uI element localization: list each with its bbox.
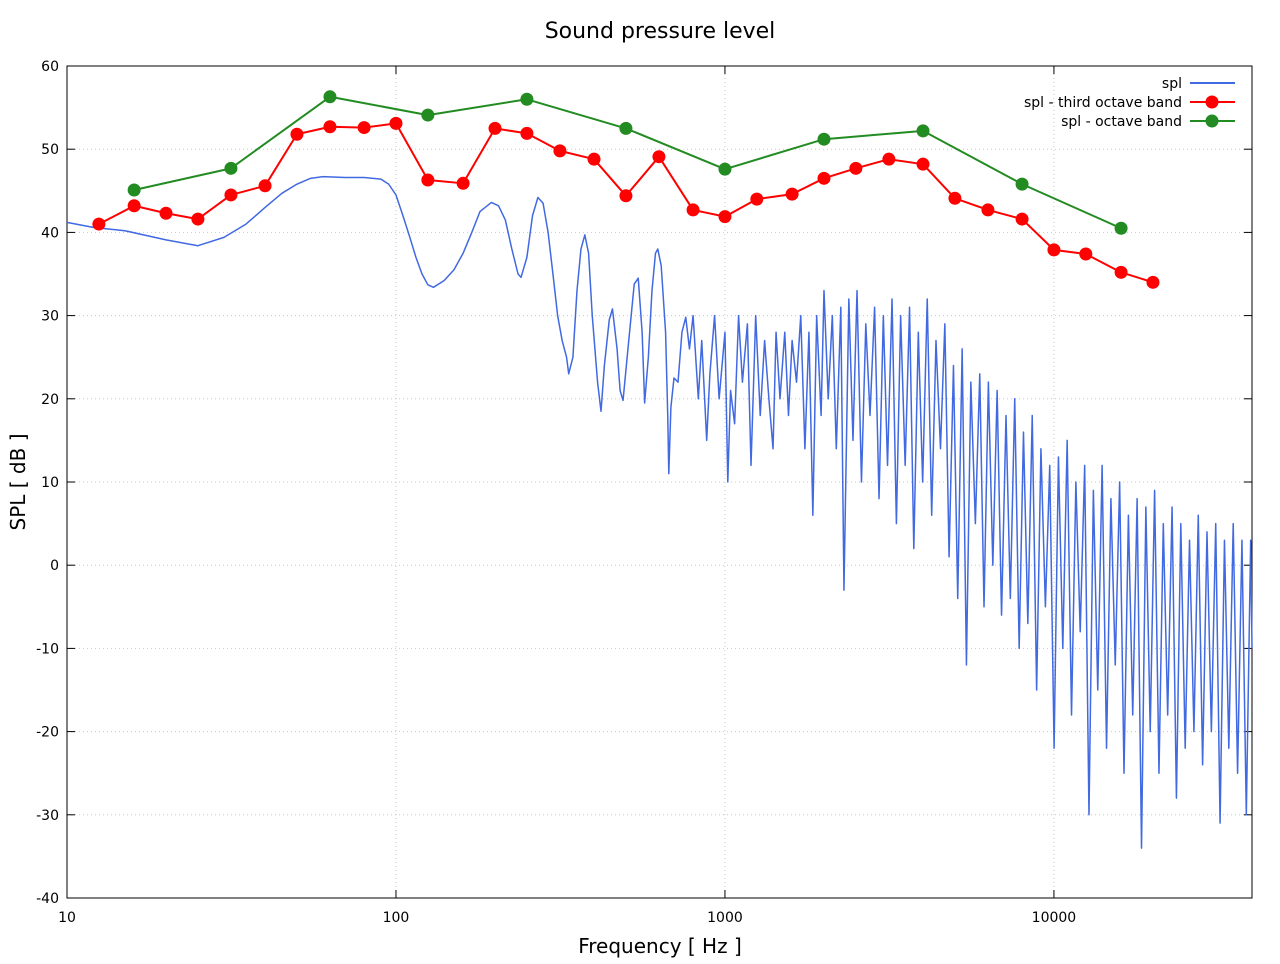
y-tick-label: 10: [41, 475, 59, 491]
point: [916, 124, 930, 138]
x-axis-label: Frequency [ Hz ]: [578, 934, 742, 958]
plot-frame: [66, 65, 1253, 899]
point: [619, 189, 633, 203]
point: [1079, 247, 1093, 261]
point: [421, 108, 435, 122]
legend-label: spl - third octave band: [1024, 95, 1182, 111]
point: [652, 150, 666, 164]
legend-label: spl - octave band: [1061, 114, 1182, 130]
legend-marker: [1205, 95, 1219, 109]
y-tick-label: -10: [36, 641, 59, 657]
point: [718, 210, 732, 224]
point: [785, 187, 799, 201]
point: [1015, 177, 1029, 191]
y-tick-label: -20: [36, 725, 59, 741]
point: [258, 179, 272, 193]
point: [520, 92, 534, 106]
point: [520, 126, 534, 140]
point: [191, 212, 205, 226]
x-tick-label: 10000: [1032, 910, 1077, 926]
point: [686, 203, 700, 217]
point: [290, 127, 304, 141]
point: [159, 206, 173, 220]
x-tick-label: 100: [383, 910, 410, 926]
point: [849, 161, 863, 175]
point: [882, 152, 896, 166]
point: [127, 183, 141, 197]
point: [1146, 275, 1160, 289]
chart-title: Sound pressure level: [545, 19, 776, 44]
point: [323, 120, 337, 134]
series-line: [66, 175, 1253, 849]
point: [357, 121, 371, 135]
y-tick-label: 40: [41, 225, 59, 241]
y-axis-label: SPL [ dB ]: [6, 434, 30, 531]
y-tick-label: 20: [41, 392, 59, 408]
point: [916, 157, 930, 171]
point: [323, 90, 337, 104]
point: [817, 171, 831, 185]
point: [456, 176, 470, 190]
point: [488, 121, 502, 135]
point: [718, 162, 732, 176]
legend-marker: [1205, 114, 1219, 128]
point: [1114, 265, 1128, 279]
point: [587, 152, 601, 166]
point: [224, 188, 238, 202]
point: [553, 144, 567, 158]
point: [389, 116, 403, 130]
x-tick-label: 1000: [707, 910, 743, 926]
y-tick-label: 50: [41, 142, 59, 158]
point: [1047, 243, 1061, 257]
y-tick-label: 0: [50, 558, 59, 574]
y-tick-label: 60: [41, 59, 59, 75]
point: [421, 173, 435, 187]
point: [817, 132, 831, 146]
point: [224, 161, 238, 175]
point: [619, 121, 633, 135]
y-tick-label: 30: [41, 309, 59, 325]
y-tick-label: -30: [36, 808, 59, 824]
y-tick-label: -40: [36, 891, 59, 907]
point: [127, 199, 141, 213]
point: [1114, 221, 1128, 235]
point: [750, 192, 764, 206]
legend-label: spl: [1162, 76, 1182, 92]
point: [1015, 212, 1029, 226]
point: [92, 217, 106, 231]
x-tick-label: 10: [58, 910, 76, 926]
point: [981, 203, 995, 217]
point: [948, 191, 962, 205]
